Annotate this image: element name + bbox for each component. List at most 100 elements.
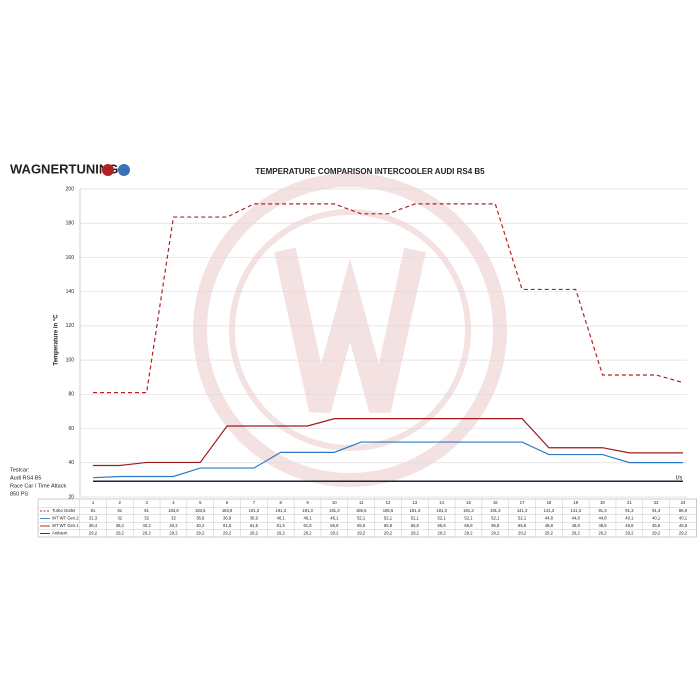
table-cell: 48,8 [572, 523, 581, 528]
legend-label: WT WT Gen.1 [52, 523, 79, 528]
table-cell: 46,1 [303, 516, 312, 521]
table-cell: 29,2 [250, 531, 259, 536]
legend-label: WT WT Gen.2 [52, 516, 79, 521]
table-cell: 29,2 [545, 531, 554, 536]
table-cell: 29,2 [411, 531, 420, 536]
table-cell: 52,1 [438, 516, 447, 521]
x-tick-label: 13 [412, 500, 417, 505]
table-cell: 40,2 [169, 523, 178, 528]
table-cell: 65,8 [411, 523, 420, 528]
table-cell: 29,2 [625, 531, 634, 536]
table-cell: 65,8 [464, 523, 473, 528]
x-tick-label: 12 [386, 500, 391, 505]
table-cell: 29,2 [223, 531, 232, 536]
watermark [193, 173, 507, 487]
table-cell: 40,1 [625, 516, 634, 521]
note: 850 PS [10, 491, 28, 497]
table-cell: 52,1 [384, 516, 393, 521]
table-cell: 44,8 [598, 516, 607, 521]
table-cell: 81 [117, 508, 122, 513]
table-cell: 191,3 [490, 508, 501, 513]
x-tick-label: 2 [119, 500, 122, 505]
y-tick-label: 200 [66, 186, 75, 192]
table-cell: 29,2 [303, 531, 312, 536]
table-cell: 38,4 [116, 523, 125, 528]
x-tick-label: 5 [199, 500, 202, 505]
table-cell: 52,1 [357, 516, 366, 521]
x-tick-label: 3 [145, 500, 148, 505]
table-cell: 29,2 [491, 531, 500, 536]
table-cell: 44,8 [572, 516, 581, 521]
x-tick-label: 16 [493, 500, 498, 505]
table-cell: 40,1 [679, 516, 688, 521]
table-cell: 191,3 [329, 508, 340, 513]
table-cell: 91,3 [652, 508, 661, 513]
x-tick-label: 11 [359, 500, 364, 505]
table-cell: 29,2 [116, 531, 125, 536]
table-cell: 44,8 [545, 516, 554, 521]
series-line [93, 203, 684, 394]
table-cell: 141,3 [570, 508, 581, 513]
table-cell: 191,3 [410, 508, 421, 513]
x-tick-label: 20 [600, 500, 605, 505]
table-cell: 185,5 [356, 508, 367, 513]
logo-icon [102, 164, 114, 176]
table-cell: 29,2 [464, 531, 473, 536]
table-cell: 29,2 [277, 531, 286, 536]
x-axis-label: t/s [676, 476, 682, 482]
x-tick-label: 4 [172, 500, 175, 505]
table-cell: 65,8 [438, 523, 447, 528]
table-cell: 29,2 [652, 531, 661, 536]
table-cell: 141,3 [517, 508, 528, 513]
y-tick-label: 140 [66, 289, 75, 295]
table-cell: 31,3 [89, 516, 98, 521]
table-cell: 52,1 [464, 516, 473, 521]
table-cell: 61,5 [277, 523, 286, 528]
x-tick-label: 15 [466, 500, 471, 505]
table-cell: 29,2 [196, 531, 205, 536]
y-tick-label: 180 [66, 221, 75, 227]
table-cell: 65,8 [330, 523, 339, 528]
table-cell: 81 [144, 508, 149, 513]
table-cell: 29,2 [330, 531, 339, 536]
table-cell: 52,1 [491, 516, 500, 521]
table-cell: 29,2 [679, 531, 688, 536]
table-cell: 40,2 [143, 523, 152, 528]
table-cell: 65,8 [518, 523, 527, 528]
table-cell: 46,1 [277, 516, 286, 521]
series-line [93, 418, 683, 467]
y-tick-label: 20 [68, 494, 74, 500]
table-cell: 191,3 [436, 508, 447, 513]
table-cell: 45,8 [679, 523, 688, 528]
table-cell: 29,2 [598, 531, 607, 536]
table-cell: 46,1 [330, 516, 339, 521]
table-cell: 36,9 [250, 516, 259, 521]
x-tick-label: 14 [439, 500, 444, 505]
table-cell: 185,5 [383, 508, 394, 513]
table-cell: 91,3 [598, 508, 607, 513]
x-tick-label: 8 [280, 500, 283, 505]
x-tick-label: 17 [520, 500, 525, 505]
table-cell: 29,2 [438, 531, 447, 536]
chart-title: TEMPERATURE COMPARISON INTERCOOLER AUDI … [255, 167, 485, 176]
table-cell: 29,2 [357, 531, 366, 536]
y-tick-label: 80 [68, 392, 74, 398]
note: Audi RS4 B5 [10, 475, 42, 481]
table-cell: 40,1 [652, 516, 661, 521]
table-cell: 32 [144, 516, 149, 521]
logo-icon [118, 164, 130, 176]
table-cell: 32 [171, 516, 176, 521]
table-cell: 48,8 [598, 523, 607, 528]
table-cell: 36,9 [196, 516, 205, 521]
table-cell: 40,2 [196, 523, 205, 528]
y-tick-label: 40 [68, 460, 74, 466]
x-tick-label: 7 [253, 500, 256, 505]
series-line [92, 441, 683, 479]
table-cell: 61,5 [250, 523, 259, 528]
x-tick-label: 19 [573, 500, 578, 505]
y-tick-label: 160 [66, 255, 75, 261]
y-tick-label: 60 [68, 426, 74, 432]
x-tick-label: 21 [627, 500, 632, 505]
table-cell: 45,8 [652, 523, 661, 528]
table-cell: 29,2 [384, 531, 393, 536]
